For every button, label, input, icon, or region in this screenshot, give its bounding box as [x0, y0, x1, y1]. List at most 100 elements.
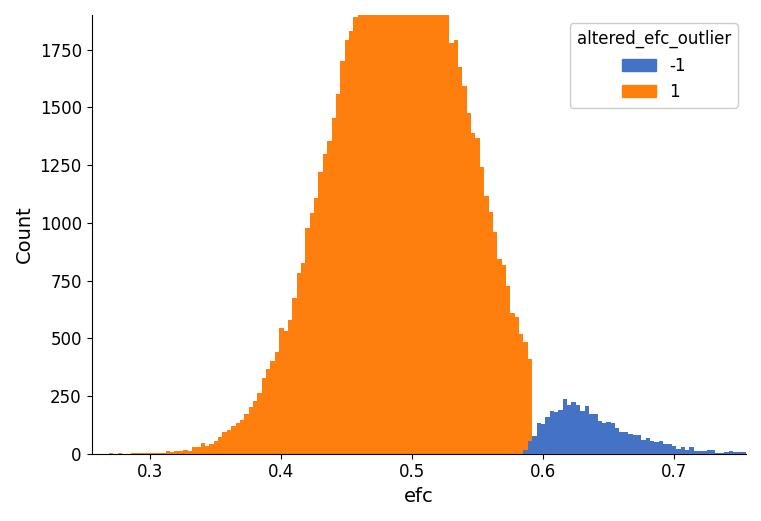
- Bar: [358, 0, 362, 454]
- Bar: [532, 446, 537, 454]
- Bar: [501, 265, 506, 454]
- Bar: [397, 0, 401, 454]
- Bar: [519, 334, 524, 454]
- Bar: [654, 442, 659, 454]
- Bar: [480, 167, 484, 454]
- Bar: [266, 369, 270, 454]
- Bar: [297, 273, 301, 454]
- Bar: [514, 317, 519, 454]
- Bar: [607, 422, 611, 454]
- Bar: [332, 118, 336, 454]
- Bar: [511, 313, 514, 454]
- Bar: [393, 0, 397, 454]
- Bar: [693, 451, 698, 454]
- Bar: [436, 0, 441, 454]
- Bar: [388, 0, 393, 454]
- Bar: [484, 196, 489, 454]
- Bar: [559, 410, 562, 454]
- Bar: [677, 449, 680, 454]
- Bar: [362, 0, 366, 454]
- Bar: [707, 450, 711, 454]
- Bar: [720, 453, 724, 454]
- Bar: [419, 0, 423, 454]
- Legend: -1, 1: -1, 1: [570, 23, 737, 108]
- Bar: [249, 407, 253, 454]
- Bar: [301, 263, 305, 454]
- Bar: [711, 450, 715, 454]
- Bar: [401, 0, 406, 454]
- Bar: [314, 197, 318, 454]
- Bar: [572, 402, 576, 454]
- Bar: [318, 172, 323, 454]
- Bar: [541, 424, 546, 454]
- Bar: [441, 0, 445, 454]
- Bar: [205, 445, 209, 454]
- Bar: [528, 358, 532, 454]
- Bar: [240, 420, 244, 454]
- Bar: [375, 0, 380, 454]
- Bar: [406, 0, 410, 454]
- Bar: [183, 450, 187, 454]
- Bar: [345, 41, 349, 454]
- Bar: [336, 94, 340, 454]
- Bar: [632, 436, 637, 454]
- Bar: [524, 450, 528, 454]
- Bar: [231, 426, 235, 454]
- Bar: [724, 452, 728, 454]
- Bar: [227, 430, 231, 454]
- Bar: [615, 428, 619, 454]
- Bar: [431, 0, 436, 454]
- Bar: [305, 228, 310, 454]
- Bar: [340, 61, 345, 454]
- Bar: [244, 415, 249, 454]
- Bar: [597, 421, 602, 454]
- Bar: [384, 0, 388, 454]
- Bar: [222, 432, 227, 454]
- Bar: [323, 154, 327, 454]
- Bar: [524, 341, 528, 454]
- Bar: [445, 8, 449, 454]
- Bar: [275, 352, 279, 454]
- Bar: [506, 286, 511, 454]
- Bar: [702, 451, 707, 454]
- Bar: [327, 141, 332, 454]
- Bar: [602, 423, 607, 454]
- Bar: [454, 40, 458, 454]
- Bar: [650, 441, 654, 454]
- Bar: [562, 399, 567, 454]
- Bar: [214, 441, 218, 454]
- Bar: [366, 0, 371, 454]
- Bar: [637, 435, 642, 454]
- Bar: [645, 438, 650, 454]
- Bar: [310, 213, 314, 454]
- Bar: [380, 0, 384, 454]
- Bar: [659, 441, 663, 454]
- Bar: [192, 447, 196, 454]
- Bar: [471, 132, 476, 454]
- Bar: [742, 452, 746, 454]
- Bar: [493, 232, 497, 454]
- Bar: [549, 411, 554, 454]
- Bar: [528, 441, 532, 454]
- Bar: [642, 440, 645, 454]
- Bar: [619, 431, 624, 454]
- Bar: [715, 453, 720, 454]
- Bar: [685, 450, 689, 454]
- Bar: [196, 446, 201, 454]
- Bar: [580, 411, 584, 454]
- Bar: [201, 443, 205, 454]
- Bar: [415, 0, 419, 454]
- Bar: [546, 417, 549, 454]
- Bar: [584, 406, 589, 454]
- Bar: [537, 423, 541, 454]
- Y-axis label: Count: Count: [15, 205, 34, 263]
- Bar: [466, 114, 471, 454]
- Bar: [209, 443, 214, 454]
- Bar: [532, 436, 537, 454]
- Bar: [489, 213, 493, 454]
- Bar: [235, 423, 240, 454]
- Bar: [257, 393, 262, 454]
- Bar: [292, 299, 297, 454]
- Bar: [218, 437, 222, 454]
- Bar: [170, 452, 174, 454]
